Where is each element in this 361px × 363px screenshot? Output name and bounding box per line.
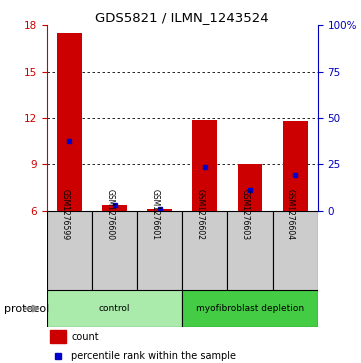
Text: GSM1276602: GSM1276602 [196, 189, 205, 240]
Text: myofibroblast depletion: myofibroblast depletion [196, 304, 304, 313]
Text: protocol: protocol [4, 303, 49, 314]
Text: GSM1276603: GSM1276603 [241, 189, 250, 240]
Bar [283, 121, 308, 211]
Bar [137, 211, 182, 290]
Text: percentile rank within the sample: percentile rank within the sample [71, 351, 236, 361]
Bar [50, 330, 66, 343]
Bar [238, 164, 262, 211]
Text: GSM1276604: GSM1276604 [286, 189, 295, 240]
Bar [182, 211, 227, 290]
Text: count: count [71, 332, 99, 342]
Bar [273, 211, 318, 290]
Title: GDS5821 / ILMN_1243524: GDS5821 / ILMN_1243524 [96, 11, 269, 24]
Bar [102, 205, 127, 211]
Bar [92, 211, 137, 290]
Bar [192, 119, 217, 211]
Text: GSM1276600: GSM1276600 [106, 189, 115, 240]
Text: GSM1276599: GSM1276599 [61, 189, 70, 240]
Bar [147, 209, 172, 211]
Bar [227, 211, 273, 290]
Text: control: control [99, 304, 130, 313]
Bar [182, 290, 318, 327]
Text: GSM1276601: GSM1276601 [151, 189, 160, 240]
Bar [57, 33, 82, 211]
Bar [47, 290, 182, 327]
Bar [47, 211, 92, 290]
